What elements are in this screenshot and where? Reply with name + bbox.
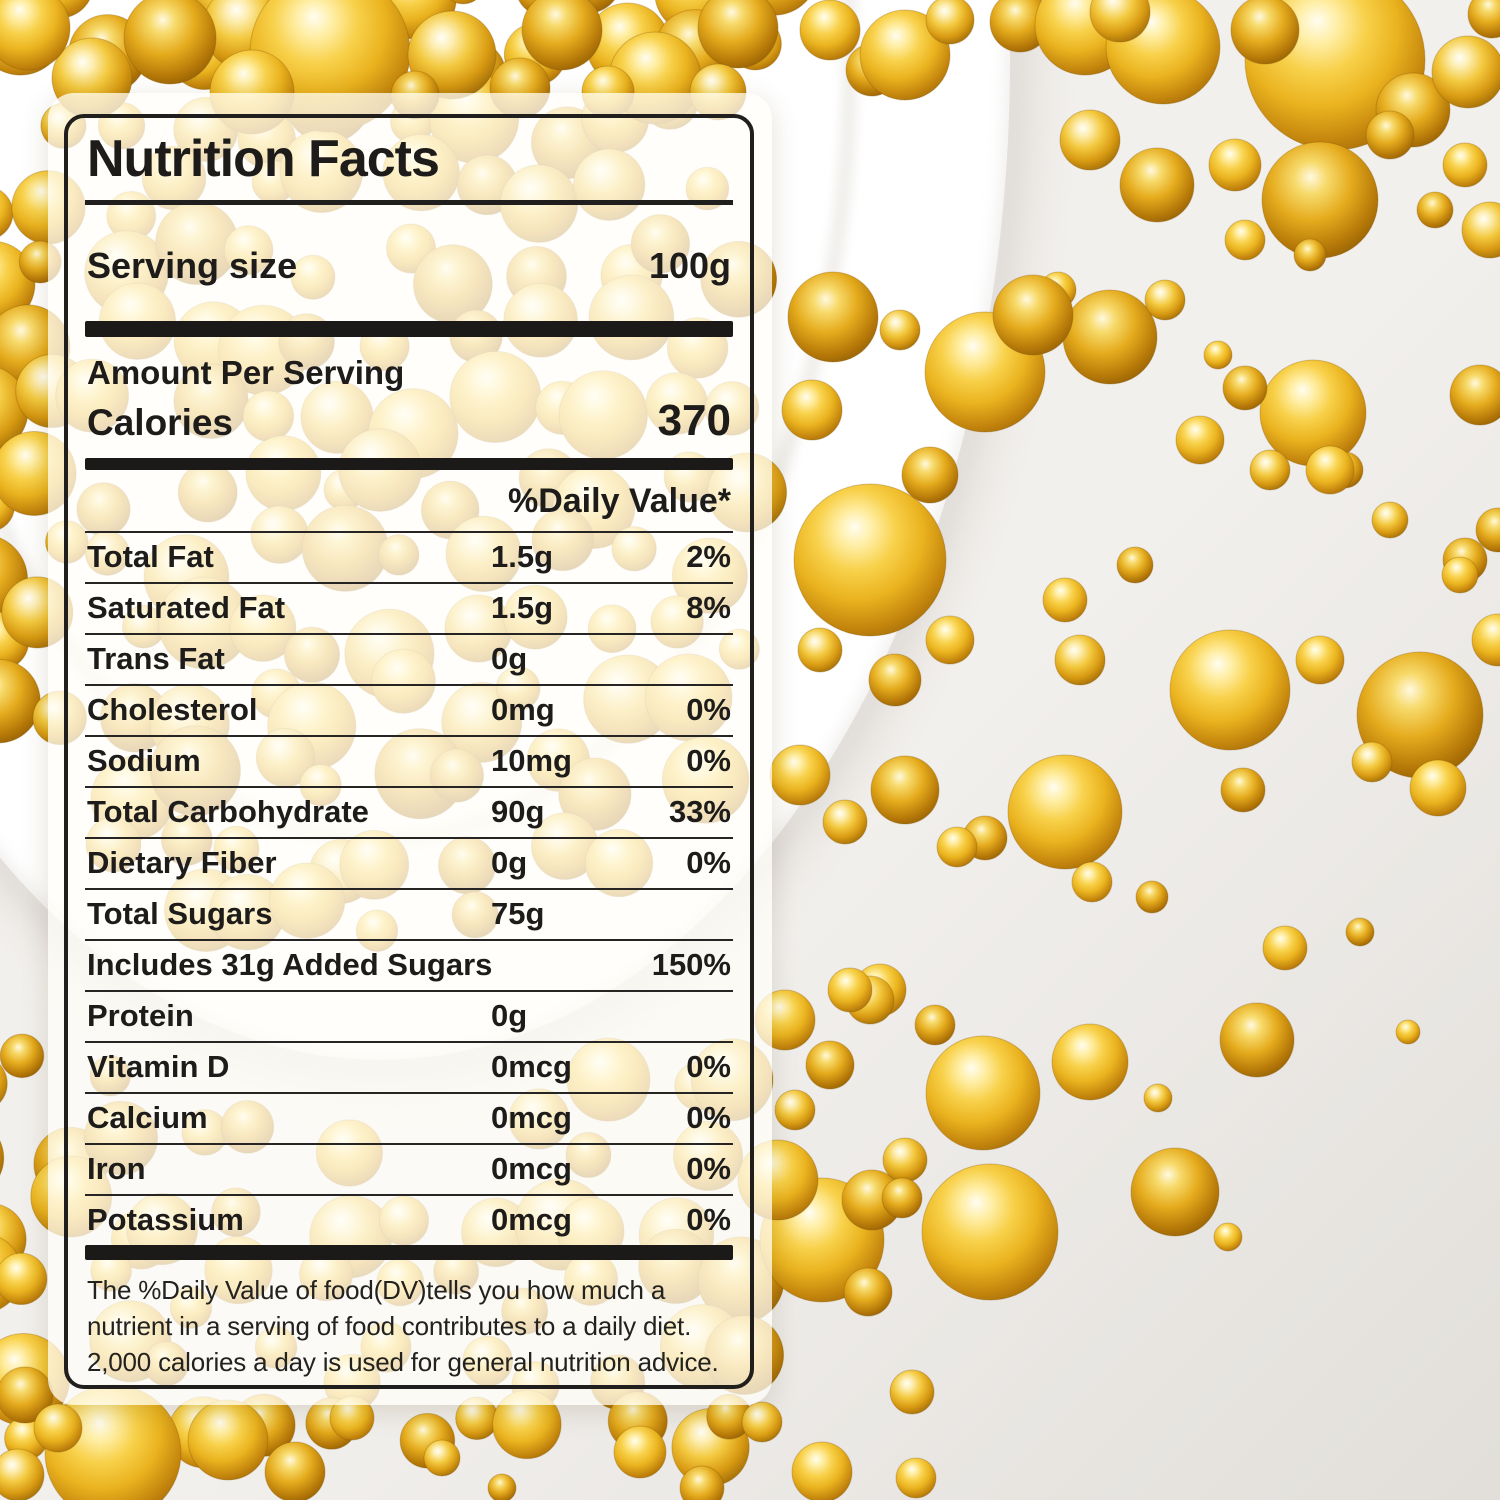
table-row: Cholesterol 0mg 0% bbox=[85, 684, 733, 735]
section-bar-top bbox=[85, 320, 733, 337]
nutrient-name: Protein bbox=[87, 998, 194, 1034]
daily-value-footnote: The %Daily Value of food(DV)tells you ho… bbox=[87, 1275, 719, 1378]
calories-value: 370 bbox=[657, 396, 731, 446]
nutrient-amount: 0mcg bbox=[491, 1049, 572, 1085]
nutrient-dv: 0% bbox=[686, 1100, 731, 1136]
table-row: Potassium 0mcg 0% bbox=[85, 1194, 733, 1245]
section-bar-middle bbox=[85, 458, 733, 471]
nutrient-name: Calcium bbox=[87, 1100, 208, 1136]
label-border-panel: Nutrition Facts Serving size 100g Amount… bbox=[64, 114, 754, 1389]
table-row: Total Sugars 75g bbox=[85, 888, 733, 939]
table-row: Iron 0mcg 0% bbox=[85, 1143, 733, 1194]
nutrient-table: Total Fat 1.5g 2% Saturated Fat 1.5g 8% … bbox=[85, 531, 733, 1245]
serving-size-row: Serving size 100g bbox=[85, 205, 733, 321]
calories-row: Calories 370 bbox=[85, 392, 733, 458]
nutrient-name: Total Sugars bbox=[87, 896, 273, 932]
table-row: Saturated Fat 1.5g 8% bbox=[85, 582, 733, 633]
nutrient-name: Potassium bbox=[87, 1202, 244, 1238]
nutrient-name: Saturated Fat bbox=[87, 590, 286, 626]
nutrient-amount: 0mg bbox=[491, 692, 555, 728]
label-title: Nutrition Facts bbox=[87, 130, 440, 188]
nutrient-name: Sodium bbox=[87, 743, 201, 779]
table-row: Sodium 10mg 0% bbox=[85, 735, 733, 786]
nutrient-amount: 0g bbox=[491, 641, 528, 677]
nutrient-name: Vitamin D bbox=[87, 1049, 230, 1085]
nutrient-amount: 0mcg bbox=[491, 1100, 572, 1136]
nutrient-amount: 75g bbox=[491, 896, 545, 932]
nutrition-facts-label: Nutrition Facts Serving size 100g Amount… bbox=[48, 93, 772, 1405]
nutrient-dv: 0% bbox=[686, 1049, 731, 1085]
nutrient-dv: 0% bbox=[686, 1202, 731, 1238]
table-row: Trans Fat 0g bbox=[85, 633, 733, 684]
calories-label: Calories bbox=[87, 402, 234, 444]
nutrient-name: Trans Fat bbox=[87, 641, 225, 677]
nutrient-amount: 0mcg bbox=[491, 1202, 572, 1238]
nutrient-dv: 0% bbox=[686, 743, 731, 779]
amount-per-serving-label: Amount Per Serving bbox=[87, 353, 405, 391]
table-row: Calcium 0mcg 0% bbox=[85, 1092, 733, 1143]
nutrient-amount: 90g bbox=[491, 794, 545, 830]
nutrient-name: Iron bbox=[87, 1151, 146, 1187]
serving-size-label: Serving size bbox=[87, 244, 298, 286]
nutrient-amount: 1.5g bbox=[491, 539, 554, 575]
table-row: Total Fat 1.5g 2% bbox=[85, 531, 733, 582]
table-row: Vitamin D 0mcg 0% bbox=[85, 1041, 733, 1092]
nutrient-name: Cholesterol bbox=[87, 692, 258, 728]
nutrient-dv: 8% bbox=[686, 590, 731, 626]
table-row: Total Carbohydrate 90g 33% bbox=[85, 786, 733, 837]
nutrient-amount: 0mcg bbox=[491, 1151, 572, 1187]
nutrient-amount: 0g bbox=[491, 998, 528, 1034]
table-row: Dietary Fiber 0g 0% bbox=[85, 837, 733, 888]
nutrient-amount: 1.5g bbox=[491, 590, 554, 626]
nutrient-dv: 150% bbox=[651, 947, 731, 983]
table-row: Includes 31g Added Sugars 150% bbox=[85, 939, 733, 990]
nutrient-dv: 0% bbox=[686, 692, 731, 728]
nutrient-name: Includes 31g Added Sugars bbox=[87, 947, 493, 983]
nutrient-dv: 0% bbox=[686, 845, 731, 881]
nutrient-name: Total Fat bbox=[87, 539, 214, 575]
nutrient-amount: 10mg bbox=[491, 743, 572, 779]
nutrient-amount: 0g bbox=[491, 845, 528, 881]
daily-value-header: %Daily Value* bbox=[507, 482, 731, 521]
nutrient-dv: 2% bbox=[686, 539, 731, 575]
table-row: Protein 0g bbox=[85, 990, 733, 1041]
title-divider bbox=[85, 199, 733, 205]
serving-size-value: 100g bbox=[648, 244, 731, 286]
nutrient-dv: 33% bbox=[668, 794, 731, 830]
section-bar-bottom bbox=[85, 1245, 733, 1261]
nutrient-dv: 0% bbox=[686, 1151, 731, 1187]
nutrient-name: Total Carbohydrate bbox=[87, 794, 369, 830]
nutrient-name: Dietary Fiber bbox=[87, 845, 277, 881]
